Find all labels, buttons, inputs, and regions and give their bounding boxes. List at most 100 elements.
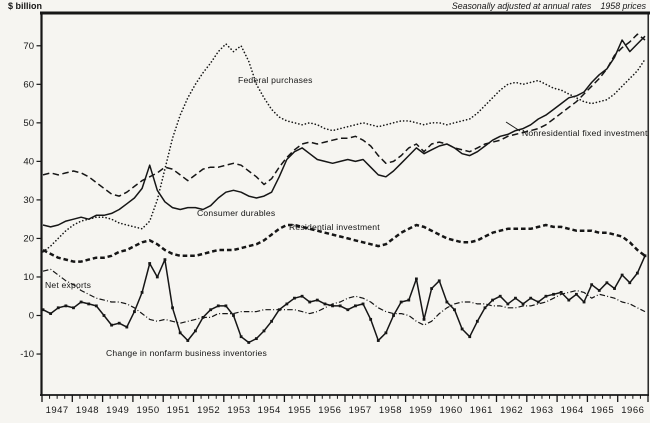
x-year-label: 1960 <box>439 405 462 416</box>
series-marker <box>376 339 380 342</box>
series-consumer-durables <box>42 35 646 228</box>
series-layer <box>41 33 647 344</box>
label-federal-purchases: Federal purchases <box>238 75 313 85</box>
series-marker <box>262 329 266 333</box>
series-marker <box>514 296 517 300</box>
x-year-label: 1966 <box>621 405 644 416</box>
series-marker <box>270 319 274 323</box>
label-consumer-durables: Consumer durables <box>197 208 275 218</box>
series-marker <box>87 302 91 306</box>
series-line-residential-investment <box>42 223 646 263</box>
series-marker <box>506 302 510 306</box>
x-year-label: 1948 <box>76 405 99 416</box>
x-year-label: 1947 <box>46 405 69 416</box>
series-marker <box>239 335 243 339</box>
series-marker <box>628 281 632 285</box>
x-year-label: 1962 <box>500 405 523 416</box>
series-marker <box>64 304 68 308</box>
series-marker <box>536 300 540 304</box>
label-net-exports: Net exports <box>45 280 91 290</box>
series-marker <box>277 308 281 312</box>
y-tick-label: 20 <box>23 234 34 245</box>
series-marker <box>392 314 395 317</box>
x-year-label: 1957 <box>349 405 372 416</box>
x-axis: 1947 1948 1949 1950 1951 1952 1953 1954 1955 1956… <box>41 395 649 416</box>
series-marker <box>521 302 525 306</box>
series-marker <box>323 302 327 306</box>
series-line-consumer-durables <box>42 35 646 228</box>
series-marker <box>133 310 136 314</box>
x-year-label: 1953 <box>227 405 250 416</box>
series-marker <box>125 325 129 329</box>
series-marker <box>483 306 487 310</box>
series-marker <box>453 308 456 312</box>
series-marker <box>232 314 235 317</box>
series-marker <box>56 306 60 310</box>
series-marker <box>460 327 464 331</box>
series-marker <box>635 271 639 275</box>
label-nonresidential-fixed-investment: Nonresidential fixed investment <box>522 128 648 138</box>
y-axis: 70 60 50 40 30 20 10 0 -10 <box>20 41 42 360</box>
series-federal-purchases <box>42 43 646 253</box>
series-marker <box>209 308 213 312</box>
series-marker <box>529 296 533 300</box>
x-year-label: 1961 <box>470 405 493 416</box>
series-marker <box>491 298 494 302</box>
plot-frame <box>40 11 650 396</box>
x-year-label: 1952 <box>197 405 220 416</box>
x-year-label: 1959 <box>409 405 432 416</box>
series-marker <box>605 281 609 285</box>
x-year-label: 1949 <box>106 405 129 416</box>
y-tick-label: 0 <box>29 311 34 322</box>
series-line-nonresidential-fixed-investment <box>42 33 646 197</box>
series-marker <box>498 294 502 298</box>
series-marker <box>346 308 350 312</box>
series-marker <box>361 302 365 306</box>
series-marker <box>117 321 121 325</box>
series-marker <box>475 319 479 323</box>
series-line-federal-purchases <box>42 43 646 253</box>
x-year-label: 1950 <box>136 405 159 416</box>
series-change-in-nonfarm-business-inventories <box>41 254 647 344</box>
series-marker <box>414 277 418 281</box>
y-tick-label: 30 <box>23 195 34 206</box>
series-marker <box>407 298 411 302</box>
series-residential-investment <box>42 223 646 263</box>
series-marker <box>49 312 53 315</box>
y-tick-label: 50 <box>23 118 34 129</box>
label-residential-investment: Residential investment <box>289 222 380 232</box>
x-year-label: 1963 <box>530 405 553 416</box>
series-marker <box>643 254 647 258</box>
series-marker <box>437 279 441 283</box>
series-marker <box>285 302 289 306</box>
y-tick-label: 70 <box>23 41 34 52</box>
series-marker <box>224 304 228 308</box>
series-line-net-exports <box>42 268 646 326</box>
chart-subtitle: Seasonally adjusted at annual rates 1958… <box>452 1 647 11</box>
series-marker <box>613 287 616 290</box>
series-marker <box>41 308 45 312</box>
x-year-label: 1956 <box>318 405 341 416</box>
series-marker <box>445 300 449 304</box>
series-net-exports <box>42 268 646 326</box>
label-pointer-nonresidential-fixed-investment <box>505 121 521 132</box>
series-marker <box>140 290 144 294</box>
unit-label: $ billion <box>8 1 42 11</box>
series-marker <box>384 331 388 335</box>
series-marker <box>293 296 296 300</box>
x-year-label: 1964 <box>561 405 584 416</box>
series-marker <box>148 262 152 265</box>
series-marker <box>216 304 220 308</box>
label-change-in-nonfarm-business-inventories: Change in nonfarm business inventories <box>106 348 267 358</box>
series-marker <box>247 341 251 344</box>
series-marker <box>72 306 75 310</box>
series-marker <box>155 275 159 279</box>
series-marker <box>575 292 578 296</box>
x-year-label: 1955 <box>288 405 311 416</box>
x-year-label: 1958 <box>379 405 402 416</box>
x-year-label: 1951 <box>167 405 190 416</box>
series-marker <box>315 298 319 302</box>
series-marker <box>163 258 167 262</box>
series-line-change-in-nonfarm-business-inventories <box>42 255 646 344</box>
